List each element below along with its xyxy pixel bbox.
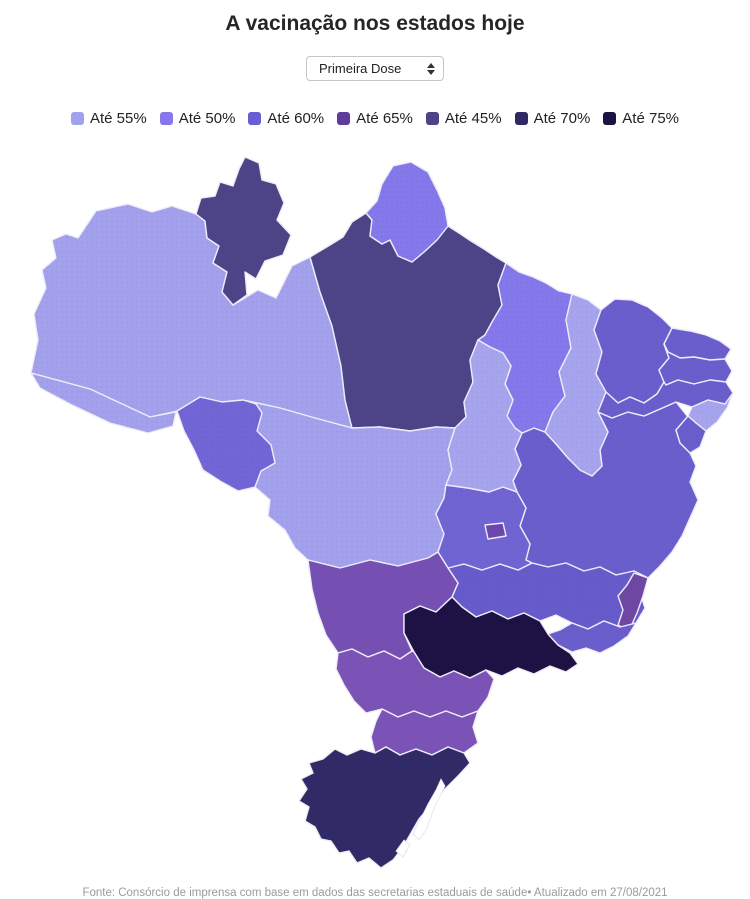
legend-swatch (425, 112, 439, 125)
lagoon (412, 778, 446, 841)
source-note: Fonte: Consórcio de imprensa com base em… (82, 887, 668, 899)
legend-swatch (70, 112, 84, 125)
lagoon (395, 839, 411, 858)
state-rs[interactable]: Rio Grande do Sul (298, 746, 471, 869)
legend-label: Até 50% (178, 110, 236, 127)
legend-item: Até 70% (514, 110, 591, 127)
legend-swatch (159, 112, 173, 125)
legend-swatch (337, 112, 351, 125)
legend-item: Até 75% (603, 110, 679, 127)
state-df[interactable]: Distrito Federal (484, 522, 507, 540)
legend-swatch (603, 112, 617, 125)
legend-swatch (248, 112, 262, 125)
legend-label: Até 65% (356, 110, 413, 127)
state-es[interactable]: Espírito Santo (617, 572, 649, 632)
state-pr[interactable]: Paraná (335, 648, 495, 718)
state-go[interactable]: Goiás (435, 484, 533, 571)
legend-label: Até 70% (533, 110, 591, 127)
legend-item: Até 60% (248, 110, 324, 127)
legend-swatch (514, 112, 528, 125)
state-rr[interactable]: Roraima (195, 156, 292, 306)
legend-item: Até 45% (425, 110, 502, 127)
legend-item: Até 55% (70, 110, 147, 127)
legend-label: Até 60% (267, 110, 325, 127)
page-title: A vacinação nos estados hoje (225, 12, 525, 35)
legend-item: Até 50% (159, 110, 236, 127)
legend-label: Até 45% (444, 110, 502, 127)
legend-item: Até 65% (337, 110, 413, 127)
dose-select[interactable]: Primeira Dose (306, 56, 444, 81)
legend-label: Até 75% (622, 110, 680, 127)
legend: Até 55% Até 50% Até 60% Até 65% Até 45% Até 7… (0, 110, 750, 127)
dose-select-wrap: Primeira Dose (306, 56, 444, 81)
legend-label: Até 55% (89, 110, 147, 127)
